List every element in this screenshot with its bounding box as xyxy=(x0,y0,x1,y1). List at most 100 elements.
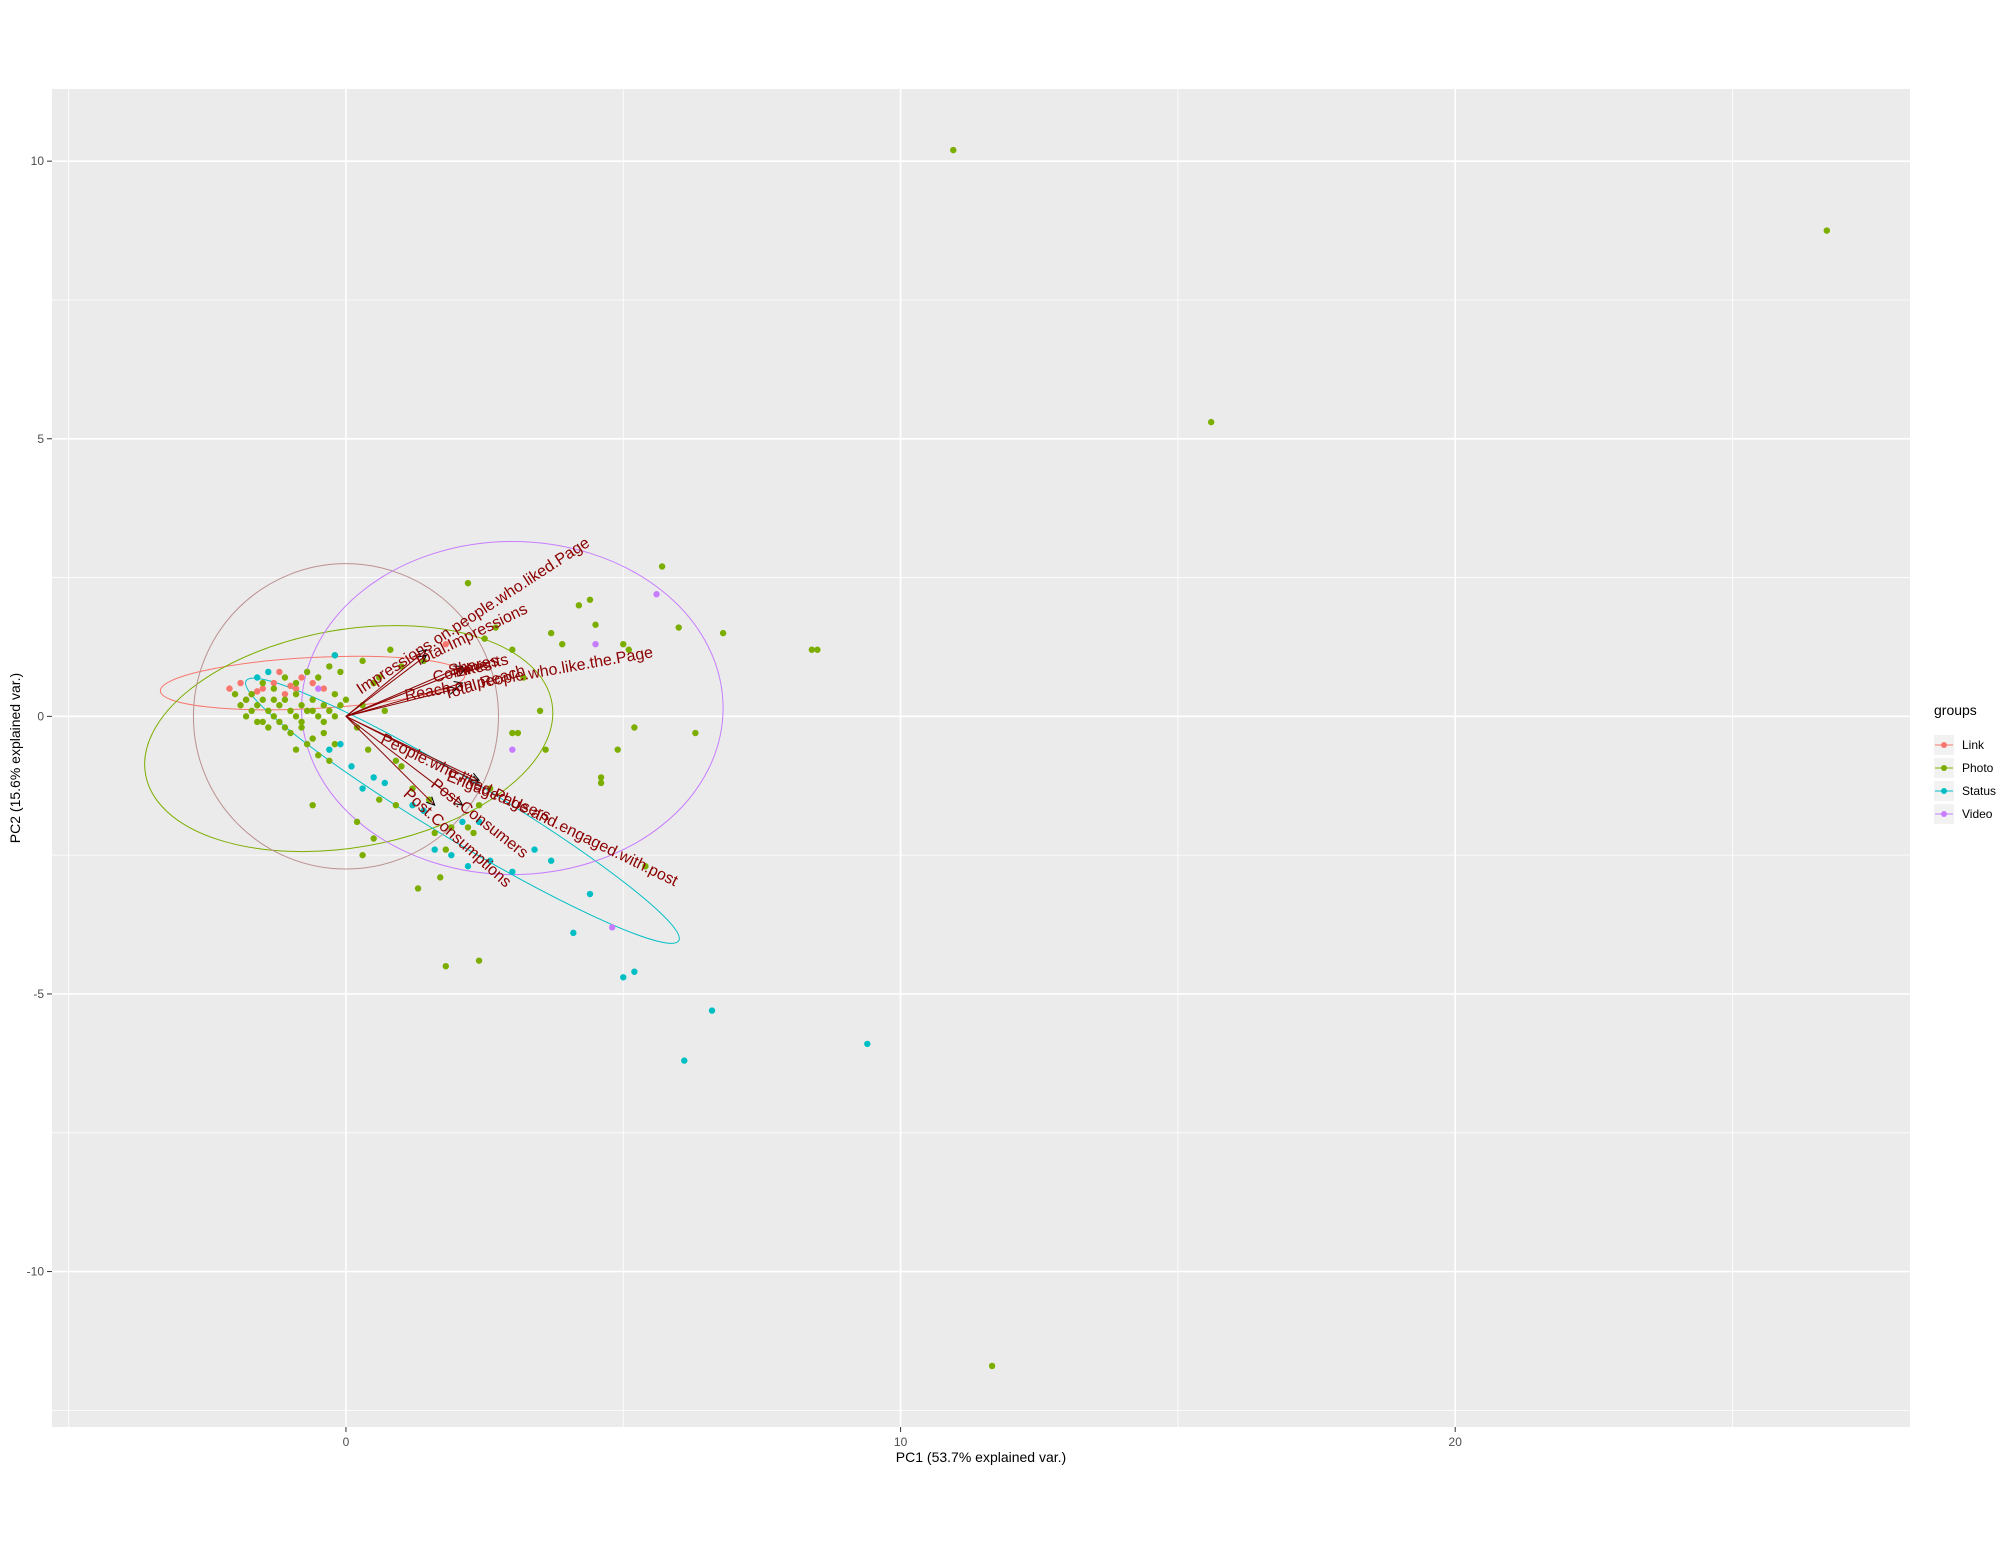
point-photo xyxy=(298,702,305,709)
point-photo xyxy=(331,690,339,698)
loading-arrow xyxy=(345,715,480,781)
point-photo xyxy=(337,668,344,676)
point-photo xyxy=(370,679,377,687)
ellipse-circle-of-correlation xyxy=(192,563,499,870)
point-photo xyxy=(364,746,372,753)
point-link xyxy=(237,679,244,687)
point-photo xyxy=(370,835,377,842)
point-photo xyxy=(376,796,383,803)
legend-key-point xyxy=(1941,742,1947,748)
point-photo xyxy=(575,602,583,609)
point-photo xyxy=(242,696,250,703)
y-tick-label: 0 xyxy=(37,709,44,723)
point-photo xyxy=(719,629,727,637)
legend: groups Link Photo Status Video xyxy=(1934,702,1996,824)
point-photo xyxy=(259,718,266,726)
point-photo xyxy=(254,718,261,726)
point-photo xyxy=(331,713,339,720)
point-photo xyxy=(326,757,333,764)
point-status xyxy=(708,1007,716,1014)
point-photo xyxy=(315,674,322,681)
point-status xyxy=(448,851,455,859)
point-photo xyxy=(814,646,821,653)
point-link xyxy=(226,685,233,692)
point-photo xyxy=(414,885,422,892)
point-photo xyxy=(337,702,344,709)
point-photo xyxy=(675,624,682,631)
point-photo xyxy=(270,713,278,720)
x-tick-label: 0 xyxy=(343,1435,350,1449)
point-photo xyxy=(592,621,599,628)
loading-arrowhead xyxy=(417,654,428,664)
point-photo xyxy=(303,668,311,676)
point-photo xyxy=(614,746,621,753)
loading-arrow xyxy=(345,688,457,717)
point-photo xyxy=(281,724,289,731)
legend-label-link: Link xyxy=(1962,738,1985,752)
x-axis-ticks: 0 10 20 xyxy=(343,1427,1463,1449)
point-photo xyxy=(281,674,289,681)
point-photo xyxy=(625,646,633,653)
point-link xyxy=(292,685,300,692)
point-photo xyxy=(431,829,438,837)
loading-arrowhead xyxy=(453,665,464,674)
point-photo xyxy=(315,752,322,759)
point-photo xyxy=(486,785,494,792)
point-video xyxy=(592,640,599,648)
point-photo xyxy=(265,707,272,715)
loading-arrow xyxy=(345,654,427,717)
point-status xyxy=(681,1057,688,1064)
point-photo xyxy=(442,962,449,970)
point-photo xyxy=(481,635,488,642)
point-photo xyxy=(392,801,400,809)
point-photo xyxy=(292,713,300,720)
point-photo xyxy=(950,146,957,154)
y-tick-label: 10 xyxy=(31,154,45,168)
point-link xyxy=(298,674,305,681)
point-photo xyxy=(248,707,255,715)
point-status xyxy=(475,818,483,826)
point-photo xyxy=(276,702,283,709)
point-photo xyxy=(359,851,366,859)
y-tick-label: -5 xyxy=(33,987,44,1001)
point-photo xyxy=(387,646,394,653)
loading-arrowhead xyxy=(453,796,464,806)
point-photo xyxy=(320,718,327,726)
point-status xyxy=(431,846,438,853)
point-photo xyxy=(542,746,549,753)
point-photo xyxy=(448,824,455,831)
point-status xyxy=(464,863,472,870)
legend-key-point xyxy=(1941,788,1947,794)
point-photo xyxy=(475,957,483,964)
x-tick-label: 20 xyxy=(1449,1435,1463,1449)
point-link xyxy=(309,679,316,687)
point-status xyxy=(331,652,339,659)
y-axis-ticks: -10 -5 0 5 10 xyxy=(27,154,52,1279)
point-photo xyxy=(309,801,316,809)
loading-arrowhead xyxy=(417,649,428,659)
point-photo xyxy=(298,724,305,731)
legend-key-point xyxy=(1941,811,1947,817)
point-photo xyxy=(292,746,300,753)
point-photo xyxy=(437,874,444,881)
point-photo xyxy=(292,690,300,698)
point-status xyxy=(326,746,333,753)
loading-arrowhead xyxy=(447,686,458,695)
point-photo xyxy=(270,685,278,692)
point-photo xyxy=(559,640,566,648)
point-link xyxy=(442,640,449,648)
point-photo xyxy=(265,724,272,731)
point-link xyxy=(254,688,261,695)
point-photo xyxy=(237,702,244,709)
point-status xyxy=(420,807,427,814)
point-photo xyxy=(514,729,522,737)
point-photo xyxy=(303,707,311,715)
point-photo xyxy=(376,674,383,681)
point-photo xyxy=(398,763,405,770)
point-photo xyxy=(292,679,300,687)
point-photo xyxy=(658,563,666,570)
point-link xyxy=(287,682,294,690)
point-status xyxy=(265,668,272,676)
ellipse-status xyxy=(245,677,680,944)
